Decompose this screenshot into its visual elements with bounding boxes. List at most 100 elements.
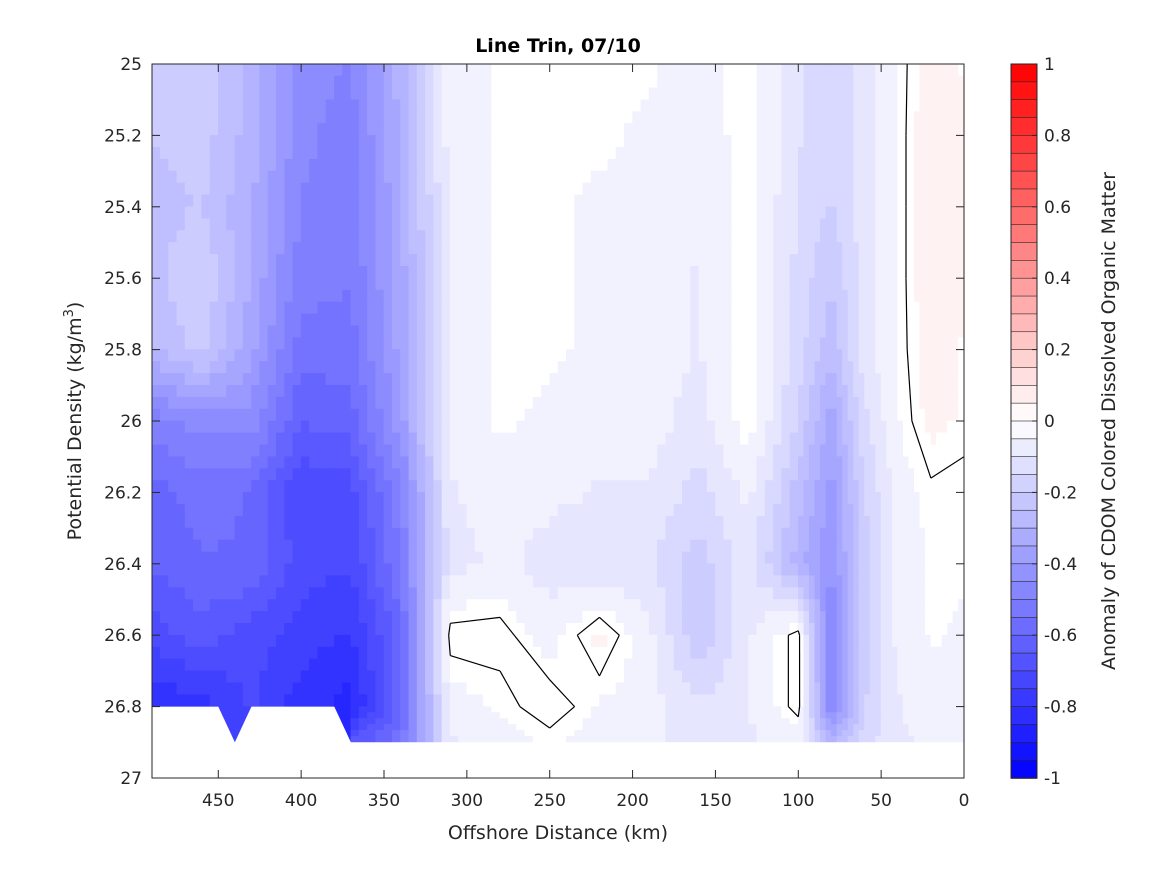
heatmap-cell: [930, 706, 964, 743]
heatmap-cell: [648, 206, 700, 279]
heatmap-cell: [864, 64, 899, 136]
heatmap-cell: [797, 420, 832, 493]
y-axis-label-main: Potential Density (kg/m: [64, 317, 86, 540]
colorbar-band: [1010, 152, 1038, 172]
heatmap-cell: [748, 135, 799, 208]
heatmap-cell: [300, 349, 352, 422]
colorbar-band: [1010, 331, 1038, 351]
heatmap-cell: [831, 706, 865, 743]
heatmap-field: [152, 64, 964, 743]
colorbar-tick-label: -0.6: [1044, 626, 1077, 646]
heatmap-cell: [549, 420, 600, 493]
contour-segment: [519, 706, 551, 729]
heatmap-cell: [300, 64, 352, 136]
heatmap-cell: [449, 563, 501, 636]
no-data-mask: [152, 706, 964, 778]
heatmap-cell: [864, 277, 899, 350]
contour-segment: [450, 655, 501, 672]
heatmap-cell: [152, 420, 203, 493]
heatmap-cell: [449, 135, 501, 208]
heatmap-cell: [350, 420, 401, 493]
heatmap-cell: [748, 492, 799, 565]
colorbar-band: [1010, 492, 1038, 512]
contour-segment: [598, 634, 620, 677]
heatmap-cell: [864, 420, 899, 493]
colorbar-band: [1010, 581, 1038, 601]
heatmap-cell: [648, 492, 700, 565]
y-tick-label: 27: [120, 769, 142, 789]
heatmap-cell: [350, 277, 401, 350]
heatmap-cell: [449, 634, 501, 707]
heatmap-cell: [897, 492, 932, 565]
heatmap-cell: [698, 420, 749, 493]
heatmap-cell: [499, 420, 551, 493]
y-tick-label: 25.4: [104, 198, 142, 218]
heatmap-cell: [201, 492, 252, 565]
y-tick-label: 26.4: [104, 555, 142, 575]
heatmap-cell: [864, 634, 899, 707]
zero-contour-lines: [448, 64, 964, 729]
heatmap-cell: [930, 349, 964, 422]
heatmap-cell: [300, 277, 352, 350]
heatmap-cell: [300, 492, 352, 565]
colorbar-band: [1010, 349, 1038, 369]
heatmap-cell: [251, 206, 302, 279]
colorbar-band: [1010, 117, 1038, 137]
heatmap-cell: [350, 64, 401, 136]
heatmap-cell: [549, 563, 600, 636]
heatmap-cell: [930, 563, 964, 636]
contour-segment: [930, 456, 964, 479]
colorbar-band: [1010, 652, 1038, 672]
colorbar-band: [1010, 81, 1038, 101]
heatmap-cell: [897, 634, 932, 707]
heatmap-cell: [449, 64, 501, 136]
colorbar-tick-label: 1: [1044, 55, 1055, 75]
colorbar-band: [1010, 206, 1038, 226]
colorbar-band: [1010, 170, 1038, 190]
contour-segment: [448, 635, 451, 656]
y-axis-label-superscript: 3: [62, 309, 77, 317]
heatmap-cell: [449, 706, 501, 743]
y-tick-label: 26.2: [104, 483, 142, 503]
colorbar-band: [1010, 63, 1038, 83]
colorbar-tick-label: 0.2: [1044, 341, 1071, 361]
heatmap-cell: [499, 634, 551, 707]
heatmap-cell: [350, 706, 401, 743]
heatmap-cell: [897, 206, 932, 279]
heatmap-cell: [648, 135, 700, 208]
heatmap-cell: [201, 349, 252, 422]
heatmap-cell: [599, 135, 650, 208]
heatmap-cell: [930, 420, 964, 493]
colorbar-band: [1010, 402, 1038, 422]
heatmap-cell: [831, 206, 865, 279]
contour-segment: [576, 634, 600, 677]
heatmap-cell: [930, 64, 964, 136]
heatmap-cell: [201, 135, 252, 208]
heatmap-cell: [152, 634, 203, 707]
heatmap-cell: [549, 64, 600, 136]
colorbar-band: [1010, 724, 1038, 744]
y-axis: 25 25.2 25.4 25.6 25.8 26 26.2 26.4 26.6 26.8 27: [104, 55, 964, 789]
contour-segment: [599, 616, 620, 636]
heatmap-cell: [648, 563, 700, 636]
heatmap-cell: [831, 634, 865, 707]
heatmap-cell: [831, 349, 865, 422]
heatmap-cell: [864, 706, 899, 743]
heatmap-cell: [930, 206, 964, 279]
heatmap-cell: [251, 64, 302, 136]
heatmap-cell: [152, 135, 203, 208]
heatmap-cell: [748, 634, 799, 707]
heatmap-cell: [152, 64, 203, 136]
heatmap-cell: [300, 135, 352, 208]
heatmap-cell: [897, 420, 932, 493]
y-tick-label: 25: [120, 55, 142, 75]
heatmap-cell: [797, 135, 832, 208]
heatmap-cell: [499, 206, 551, 279]
colorbar-band: [1010, 509, 1038, 529]
heatmap-cell: [599, 492, 650, 565]
colorbar-band: [1010, 456, 1038, 476]
heatmap-cell: [797, 206, 832, 279]
colorbar-band: [1010, 563, 1038, 583]
colorbar-band: [1010, 438, 1038, 458]
